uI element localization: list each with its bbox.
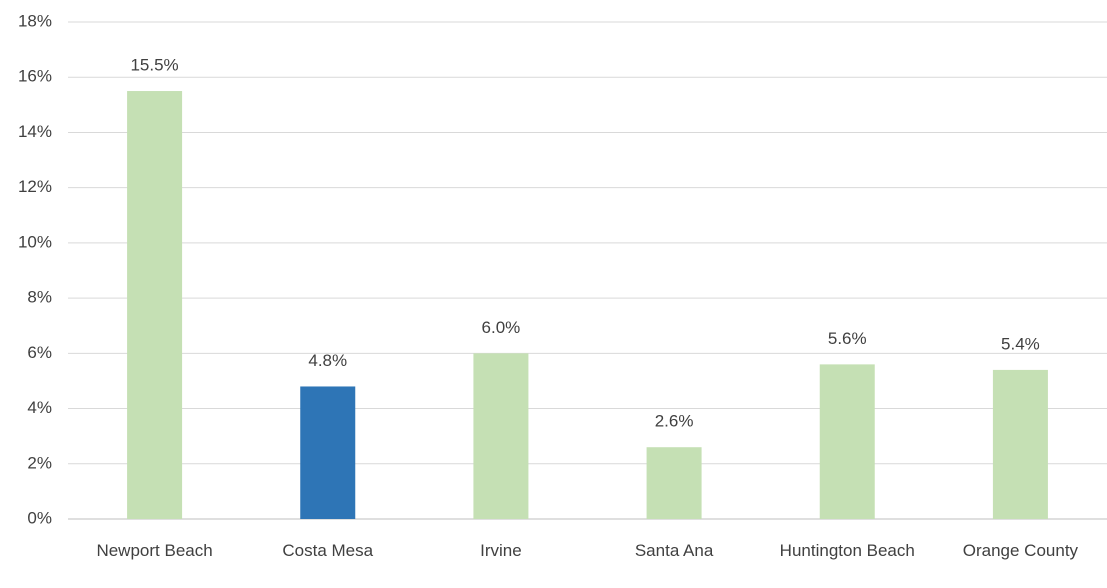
bar <box>819 364 875 519</box>
x-tick-label: Irvine <box>480 541 522 560</box>
value-label: 5.6% <box>828 329 867 348</box>
bar <box>473 353 529 519</box>
x-tick-label: Huntington Beach <box>779 541 915 560</box>
value-label: 2.6% <box>655 412 694 431</box>
y-tick-label: 8% <box>27 288 52 307</box>
y-tick-label: 2% <box>27 453 52 472</box>
value-label: 6.0% <box>482 318 521 337</box>
value-label: 5.4% <box>1001 334 1040 353</box>
y-tick-label: 18% <box>18 11 52 30</box>
value-label: 15.5% <box>130 56 178 75</box>
x-tick-label: Costa Mesa <box>282 541 374 560</box>
y-tick-label: 0% <box>27 508 52 527</box>
bar <box>646 447 702 519</box>
bar <box>992 369 1048 519</box>
value-label: 4.8% <box>308 351 347 370</box>
bar <box>300 386 356 519</box>
y-tick-label: 16% <box>18 67 52 86</box>
x-tick-label: Orange County <box>962 541 1079 560</box>
y-tick-label: 10% <box>18 232 52 251</box>
x-tick-label: Newport Beach <box>96 541 213 560</box>
y-tick-label: 6% <box>27 343 52 362</box>
bar <box>127 91 183 520</box>
y-tick-label: 4% <box>27 398 52 417</box>
x-tick-label: Santa Ana <box>634 541 714 560</box>
y-tick-label: 14% <box>18 122 52 141</box>
y-tick-label: 12% <box>18 177 52 196</box>
